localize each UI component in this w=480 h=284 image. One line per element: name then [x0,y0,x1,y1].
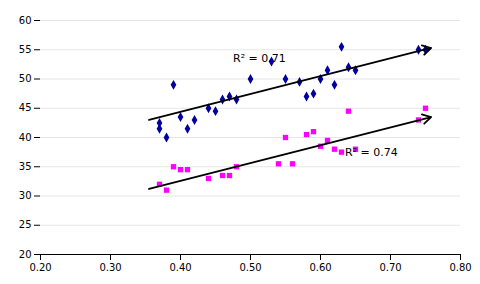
svg-text:20: 20 [19,249,32,260]
svg-text:60: 60 [19,15,32,26]
svg-text:0.60: 0.60 [309,262,331,273]
svg-text:55: 55 [19,44,32,55]
svg-text:50: 50 [19,73,32,84]
svg-text:45: 45 [19,102,32,113]
svg-text:0.70: 0.70 [379,262,401,273]
svg-text:R² = 0.71: R² = 0.71 [233,52,286,65]
svg-text:R² = 0.74: R² = 0.74 [345,145,398,158]
svg-text:35: 35 [19,161,32,172]
svg-text:40: 40 [19,132,32,143]
svg-text:25: 25 [19,219,32,230]
svg-text:30: 30 [19,190,32,201]
svg-text:0.80: 0.80 [449,262,471,273]
svg-text:0.30: 0.30 [99,262,121,273]
svg-text:0.40: 0.40 [169,262,191,273]
svg-text:0.50: 0.50 [239,262,261,273]
svg-text:0.20: 0.20 [29,262,51,273]
